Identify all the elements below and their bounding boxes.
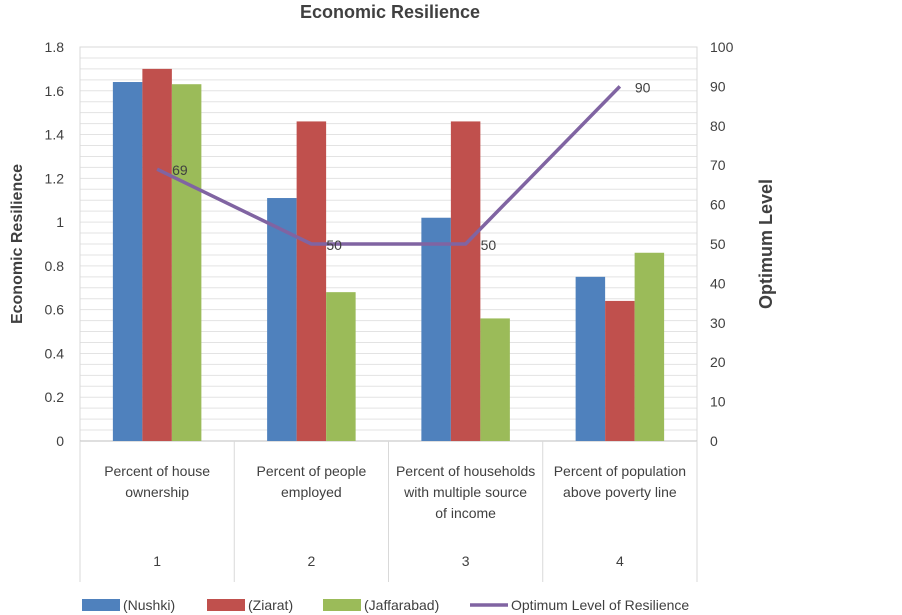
bar-jaffarabad (171, 84, 202, 441)
y-tick-label: 0.2 (45, 389, 65, 405)
y2-tick-label: 10 (710, 394, 726, 410)
y-tick-label: 0.8 (45, 258, 65, 274)
y2-tick-label: 50 (710, 236, 726, 252)
legend-swatch (207, 599, 245, 611)
bar-ziarat (605, 300, 635, 441)
y-tick-label: 0.6 (45, 302, 65, 318)
legend-label: (Jaffarabad) (364, 597, 439, 613)
legend-label: (Nushki) (123, 597, 175, 613)
bar-nushki (421, 217, 451, 441)
category-label: Percent of house (104, 463, 210, 479)
chart-title: Economic Resilience (300, 2, 480, 22)
y2-tick-label: 70 (710, 157, 726, 173)
category-label: Percent of population (554, 463, 686, 479)
line-optimum-level (156, 85, 622, 246)
legend-swatch (82, 599, 120, 611)
line-data-label: 50 (481, 237, 497, 253)
y-tick-label: 1 (56, 214, 64, 230)
line-data-label: 69 (172, 162, 188, 178)
y2-tick-label: 0 (710, 433, 718, 449)
bar-jaffarabad (480, 318, 510, 441)
legend-label: Optimum Level of Resilience (511, 597, 689, 613)
bar-ziarat (296, 121, 327, 441)
bar-jaffarabad (326, 292, 356, 441)
bar-nushki (112, 82, 143, 442)
bar-ziarat (450, 121, 481, 441)
y-axis-title: Economic Resilience (9, 164, 26, 324)
y-tick-label: 1.6 (45, 83, 65, 99)
line-data-label: 90 (635, 79, 651, 95)
y2-tick-label: 90 (710, 78, 726, 94)
y2-tick-label: 100 (710, 39, 734, 55)
y2-tick-label: 40 (710, 275, 726, 291)
legend-label: (Ziarat) (248, 597, 293, 613)
category-label: with multiple source (403, 484, 527, 500)
y-tick-label: 0 (56, 433, 64, 449)
y-tick-label: 0.4 (45, 345, 65, 361)
legend-swatch (323, 599, 361, 611)
y-tick-label: 1.4 (45, 127, 65, 143)
bar-nushki (267, 198, 297, 441)
y-tick-label: 1.8 (45, 39, 65, 55)
y2-tick-label: 30 (710, 315, 726, 331)
category-number: 3 (462, 553, 470, 569)
y2-tick-label: 20 (710, 354, 726, 370)
category-number: 4 (616, 553, 624, 569)
y2-tick-label: 80 (710, 118, 726, 134)
category-label: Percent of people (257, 463, 367, 479)
y-tick-label: 1.2 (45, 170, 65, 186)
category-number: 1 (153, 553, 161, 569)
category-label: ownership (125, 484, 189, 500)
line-data-label: 50 (326, 237, 342, 253)
bar-jaffarabad (634, 252, 665, 441)
bar-nushki (575, 276, 606, 441)
category-label: employed (281, 484, 342, 500)
category-label: Percent of households (396, 463, 535, 479)
y2-tick-label: 60 (710, 197, 726, 213)
bar-ziarat (142, 68, 172, 441)
y2-axis-title: Optimum Level (756, 179, 776, 309)
category-number: 2 (307, 553, 315, 569)
category-label: of income (435, 505, 496, 521)
category-label: above poverty line (563, 484, 677, 500)
